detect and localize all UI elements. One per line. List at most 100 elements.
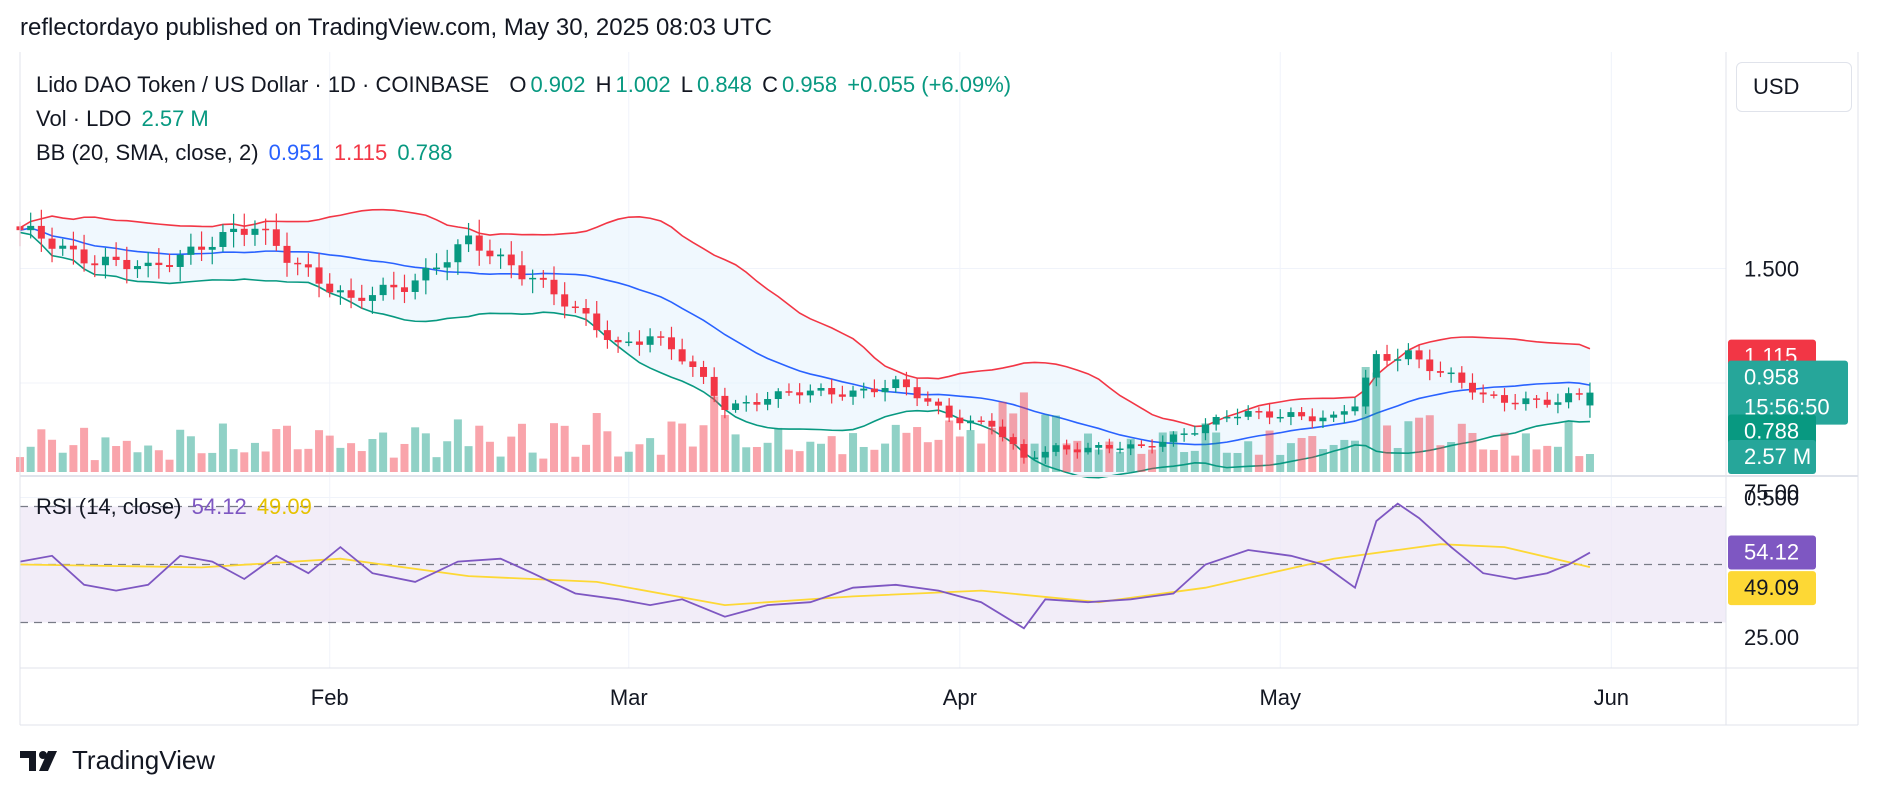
candle-body: [1137, 444, 1145, 447]
candle-body: [1447, 372, 1455, 375]
candle-body: [1255, 411, 1263, 413]
time-tick-label: Feb: [311, 685, 349, 710]
volume-bar: [571, 456, 580, 472]
candle-body: [1330, 414, 1338, 418]
candle-body: [1009, 437, 1017, 445]
candle-body: [144, 262, 152, 267]
volume-bar: [859, 446, 868, 472]
rsi-label: RSI (14, close): [36, 494, 182, 519]
volume-bar: [955, 436, 964, 472]
candle-body: [1287, 412, 1295, 417]
candle-body: [123, 259, 131, 270]
volume-bar: [902, 432, 911, 472]
candle-body: [390, 284, 398, 288]
volume-bar: [1415, 417, 1424, 472]
candle-body: [1511, 402, 1519, 405]
volume-bar: [133, 452, 142, 472]
close-value: 0.958: [782, 72, 838, 97]
bollinger-bands: [19, 208, 1591, 479]
volume-bar: [624, 451, 633, 472]
volume-bar: [368, 439, 377, 472]
bb-fill: [20, 209, 1590, 478]
candle-body: [347, 290, 355, 298]
volume-bar: [453, 419, 462, 472]
candle-body: [475, 235, 483, 251]
candle-body: [1533, 398, 1541, 400]
candle-body: [967, 420, 975, 424]
candle-body: [59, 245, 67, 249]
volume-bar: [1244, 441, 1253, 472]
price-tick-label: 1.500: [1744, 257, 1799, 282]
candle-body: [187, 246, 195, 255]
volume-bar: [1062, 443, 1071, 472]
candle-body: [48, 238, 56, 249]
volume-bar: [1019, 392, 1028, 472]
candle-body: [1340, 411, 1348, 415]
currency-button[interactable]: USD: [1736, 62, 1852, 112]
volume-bar: [1201, 423, 1210, 472]
candle-body: [1266, 411, 1274, 418]
volume-bar: [817, 443, 825, 472]
volume-bar: [1372, 372, 1381, 472]
candle-body: [924, 398, 932, 402]
volume-bar: [742, 447, 751, 472]
candle-body: [828, 387, 836, 395]
candle-body: [1201, 424, 1209, 434]
time-tick-label: Apr: [943, 685, 977, 710]
rsi-tick-label: 75.00: [1744, 480, 1799, 505]
volume-bar: [379, 432, 388, 472]
candle-body: [988, 420, 996, 427]
candle-body: [411, 280, 419, 292]
candle-body: [1543, 399, 1551, 405]
volume-bar: [688, 446, 697, 472]
rsi-pane: [19, 502, 1726, 630]
volume-bar: [1222, 452, 1231, 472]
volume-bar: [1180, 452, 1189, 472]
bb-lower-line: [19, 231, 1590, 479]
volume-bar: [112, 446, 121, 472]
candle-body: [582, 308, 590, 314]
rsi-ma-line: [19, 543, 1591, 607]
volume-bar: [1308, 436, 1317, 472]
candle-body: [208, 246, 216, 250]
candle-body: [518, 265, 526, 280]
candle-body: [1276, 416, 1284, 419]
bb-label: BB (20, SMA, close, 2): [36, 140, 259, 165]
candle-body: [1351, 406, 1359, 412]
tradingview-logo[interactable]: TradingView: [20, 745, 215, 776]
candle-body: [262, 228, 270, 231]
bb-lower-value: 0.788: [397, 140, 453, 165]
symbol-name: Lido DAO Token / US Dollar · 1D · COINBA…: [36, 72, 490, 97]
volume-bar: [934, 439, 943, 472]
candle-body: [785, 391, 793, 393]
volume-bar: [528, 452, 537, 472]
candle-body: [571, 306, 579, 309]
volume-bar: [347, 443, 356, 472]
volume-badge: 2.57 M: [1744, 444, 1811, 469]
candle-body: [1159, 441, 1167, 447]
volume-bar: [101, 437, 110, 472]
candle-body: [593, 313, 601, 331]
time-tick-label: May: [1259, 685, 1301, 710]
candle-body: [272, 229, 280, 246]
volume-bar: [283, 425, 291, 472]
candle-body: [764, 399, 772, 405]
volume-bar: [1105, 441, 1114, 472]
candle-body: [1148, 446, 1156, 448]
volume-bar: [891, 424, 900, 472]
volume-bar: [1457, 423, 1466, 472]
candle-body: [1404, 350, 1412, 360]
volume-bar: [229, 449, 238, 472]
volume-bar: [1351, 440, 1359, 472]
volume-bar: [507, 436, 516, 472]
volume-bar: [945, 420, 954, 472]
volume-bar: [646, 438, 655, 472]
last-price-badge-bg: [1728, 360, 1848, 425]
candle-body: [166, 265, 174, 267]
candle-body: [614, 339, 622, 343]
candle-body: [742, 402, 750, 404]
candle-body: [1501, 395, 1509, 403]
volume-bar: [1126, 438, 1135, 472]
volume-bar: [923, 442, 932, 472]
